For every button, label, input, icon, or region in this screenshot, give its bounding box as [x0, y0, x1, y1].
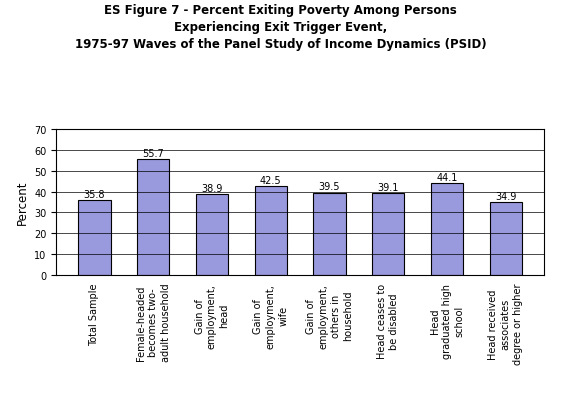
Bar	[431, 183, 463, 275]
Bar	[314, 193, 346, 275]
Text: 35.8: 35.8	[84, 190, 105, 200]
Text: 38.9: 38.9	[201, 183, 223, 193]
Y-axis label: Percent: Percent	[16, 180, 29, 225]
Bar	[196, 194, 228, 275]
Text: 34.9: 34.9	[495, 192, 517, 201]
Text: 39.5: 39.5	[319, 182, 341, 192]
Bar	[137, 160, 169, 275]
Text: 44.1: 44.1	[436, 172, 458, 182]
Bar	[79, 201, 111, 275]
Bar	[490, 203, 522, 275]
Bar	[372, 194, 404, 275]
Text: 39.1: 39.1	[378, 183, 399, 193]
Bar	[255, 187, 287, 275]
Text: ES Figure 7 - Percent Exiting Poverty Among Persons
Experiencing Exit Trigger Ev: ES Figure 7 - Percent Exiting Poverty Am…	[75, 4, 486, 51]
Text: 42.5: 42.5	[260, 176, 282, 185]
Text: 55.7: 55.7	[142, 148, 164, 158]
